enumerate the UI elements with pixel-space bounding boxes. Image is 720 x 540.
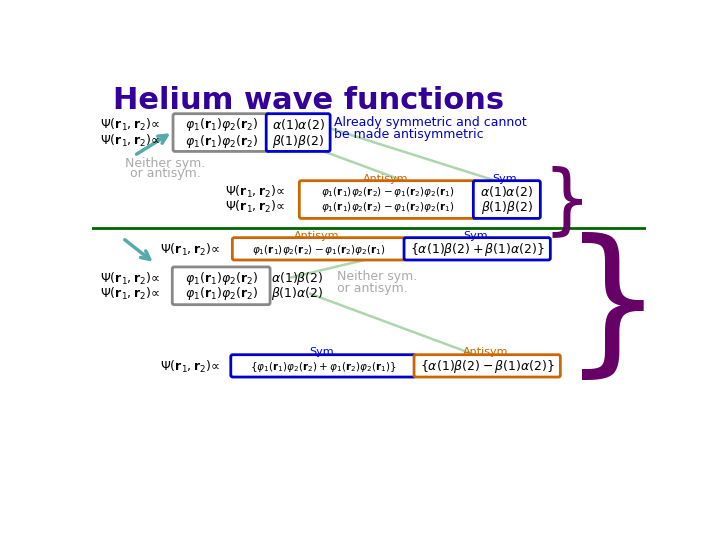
Text: Helium wave functions: Helium wave functions [113,86,505,116]
FancyBboxPatch shape [266,114,330,151]
Text: }: } [542,165,590,239]
FancyBboxPatch shape [300,181,477,218]
Text: $\{\alpha(1)\beta(2)-\beta(1)\alpha(2)\}$: $\{\alpha(1)\beta(2)-\beta(1)\alpha(2)\}… [420,358,554,375]
Text: Antisym.: Antisym. [463,347,512,357]
Text: $\{\varphi_1(\mathbf{r}_1)\varphi_2(\mathbf{r}_2)+\varphi_1(\mathbf{r}_2)\varphi: $\{\varphi_1(\mathbf{r}_1)\varphi_2(\mat… [250,360,397,374]
Text: $\varphi_1(\mathbf{r}_1)\varphi_2(\mathbf{r}_2)-\varphi_1(\mathbf{r}_2)\varphi_2: $\varphi_1(\mathbf{r}_1)\varphi_2(\mathb… [321,185,455,199]
FancyBboxPatch shape [172,267,270,305]
Text: $\alpha(1)\beta(2)$: $\alpha(1)\beta(2)$ [271,271,324,287]
Text: $\{\alpha(1)\beta(2)+\beta(1)\alpha(2)\}$: $\{\alpha(1)\beta(2)+\beta(1)\alpha(2)\}… [410,241,545,258]
Text: Sym.: Sym. [463,231,491,241]
FancyBboxPatch shape [231,355,415,377]
Text: $\varphi_1(\mathbf{r}_1)\varphi_2(\mathbf{r}_2)$: $\varphi_1(\mathbf{r}_1)\varphi_2(\mathb… [184,285,258,302]
FancyBboxPatch shape [473,181,540,218]
Text: $\Psi(\mathbf{r}_1,\mathbf{r}_2)\!\propto$: $\Psi(\mathbf{r}_1,\mathbf{r}_2)\!\propt… [99,117,160,133]
Text: Sym.: Sym. [309,347,337,357]
FancyBboxPatch shape [404,238,550,260]
Text: }: } [562,232,663,387]
Text: $\alpha(1)\alpha(2)$: $\alpha(1)\alpha(2)$ [480,184,534,199]
Text: $\varphi_1(\mathbf{r}_1)\varphi_2(\mathbf{r}_2)-\varphi_1(\mathbf{r}_2)\varphi_2: $\varphi_1(\mathbf{r}_1)\varphi_2(\mathb… [252,242,386,256]
Text: Neither sym.: Neither sym. [125,157,205,170]
Text: Antisym.: Antisym. [294,231,343,241]
FancyBboxPatch shape [414,355,560,377]
FancyBboxPatch shape [173,114,269,151]
Text: $\varphi_1(\mathbf{r}_1)\varphi_2(\mathbf{r}_2)$: $\varphi_1(\mathbf{r}_1)\varphi_2(\mathb… [184,132,258,150]
Text: $\Psi(\mathbf{r}_1,\mathbf{r}_2)\!\propto$: $\Psi(\mathbf{r}_1,\mathbf{r}_2)\!\propt… [225,184,285,200]
Text: or antisym.: or antisym. [337,281,408,295]
Text: $\beta(1)\beta(2)$: $\beta(1)\beta(2)$ [481,199,533,216]
Text: Sym.: Sym. [492,174,521,184]
Text: or antisym.: or antisym. [130,167,200,180]
FancyBboxPatch shape [233,238,405,260]
Text: $\varphi_1(\mathbf{r}_1)\varphi_2(\mathbf{r}_2)-\varphi_1(\mathbf{r}_2)\varphi_2: $\varphi_1(\mathbf{r}_1)\varphi_2(\mathb… [321,200,455,214]
Text: $\varphi_1(\mathbf{r}_1)\varphi_2(\mathbf{r}_2)$: $\varphi_1(\mathbf{r}_1)\varphi_2(\mathb… [184,116,258,133]
Text: Already symmetric and cannot: Already symmetric and cannot [334,116,527,129]
Text: Neither sym.: Neither sym. [337,270,417,283]
Text: $\Psi(\mathbf{r}_1,\mathbf{r}_2)\!\propto$: $\Psi(\mathbf{r}_1,\mathbf{r}_2)\!\propt… [99,286,160,301]
Text: $\Psi(\mathbf{r}_1,\mathbf{r}_2)\!\propto$: $\Psi(\mathbf{r}_1,\mathbf{r}_2)\!\propt… [160,359,220,375]
Text: $\Psi(\mathbf{r}_1,\mathbf{r}_2)\!\propto$: $\Psi(\mathbf{r}_1,\mathbf{r}_2)\!\propt… [225,199,285,215]
Text: $\beta(1)\alpha(2)$: $\beta(1)\alpha(2)$ [271,285,324,302]
Text: $\Psi(\mathbf{r}_1,\mathbf{r}_2)\!\propto$: $\Psi(\mathbf{r}_1,\mathbf{r}_2)\!\propt… [99,133,160,149]
Text: $\alpha(1)\alpha(2)$: $\alpha(1)\alpha(2)$ [271,117,325,132]
Text: $\Psi(\mathbf{r}_1,\mathbf{r}_2)\!\propto$: $\Psi(\mathbf{r}_1,\mathbf{r}_2)\!\propt… [160,241,220,258]
Text: $\varphi_1(\mathbf{r}_1)\varphi_2(\mathbf{r}_2)$: $\varphi_1(\mathbf{r}_1)\varphi_2(\mathb… [184,271,258,287]
Text: $\Psi(\mathbf{r}_1,\mathbf{r}_2)\!\propto$: $\Psi(\mathbf{r}_1,\mathbf{r}_2)\!\propt… [99,271,160,287]
Text: be made antisymmetric: be made antisymmetric [334,127,484,140]
Text: $\beta(1)\beta(2)$: $\beta(1)\beta(2)$ [272,132,324,150]
Text: Antisym.: Antisym. [364,174,413,184]
